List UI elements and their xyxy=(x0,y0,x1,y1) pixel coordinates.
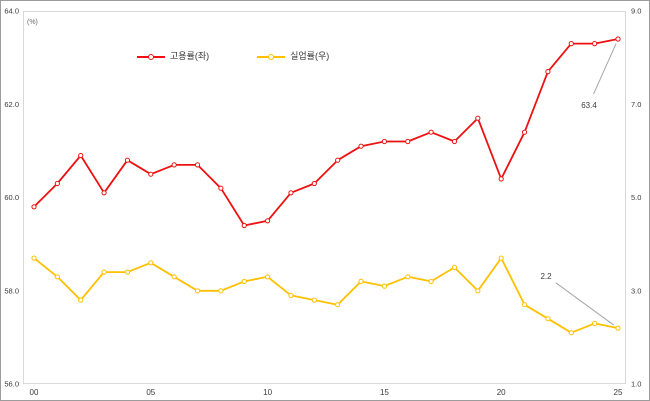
chart-legend: 고용률(좌) 실업률(우) xyxy=(137,52,329,61)
data-point-marker xyxy=(498,255,504,261)
right-axis-tick: 9.0 xyxy=(631,7,641,16)
x-axis-tick: 15 xyxy=(380,388,389,397)
left-axis-tick: 62.0 xyxy=(4,100,19,109)
data-point-marker xyxy=(568,41,574,47)
data-point-marker xyxy=(428,278,434,284)
data-point-marker xyxy=(381,283,387,289)
legend-dot-red xyxy=(148,53,154,60)
data-point-marker xyxy=(124,269,131,275)
data-point-marker xyxy=(451,138,458,145)
data-point-marker xyxy=(78,297,84,303)
data-point-marker xyxy=(148,171,154,177)
data-series xyxy=(31,36,621,336)
data-point-marker xyxy=(545,69,551,75)
annotation-value-label: 2.2 xyxy=(540,272,552,281)
x-axis-tick: 05 xyxy=(146,388,155,397)
left-axis-tick: 60.0 xyxy=(4,193,19,202)
data-point-marker xyxy=(311,180,317,187)
data-point-marker xyxy=(521,302,528,308)
x-axis-tick-labels: 00 05 10 15 20 25 xyxy=(30,388,623,397)
data-point-marker xyxy=(615,325,621,331)
data-point-marker xyxy=(335,157,341,163)
data-point-marker xyxy=(335,302,341,308)
data-point-marker xyxy=(405,274,411,280)
data-point-marker xyxy=(194,162,201,168)
left-axis-tick: 56.0 xyxy=(4,380,19,389)
data-point-marker xyxy=(568,330,574,336)
data-point-marker xyxy=(545,316,551,322)
series-line-1 xyxy=(33,257,619,334)
series-line-0 xyxy=(33,38,619,227)
data-point-marker xyxy=(265,274,271,280)
annotations: 63.4 2.2 xyxy=(540,43,617,326)
legend-label: 고용률(좌) xyxy=(170,51,210,61)
data-point-marker xyxy=(101,269,107,275)
data-point-marker xyxy=(194,288,201,294)
data-point-marker xyxy=(311,297,317,303)
x-axis-tick: 25 xyxy=(614,388,623,397)
data-point-marker xyxy=(31,204,37,210)
right-axis-tick: 3.0 xyxy=(631,286,641,295)
left-axis-tick-labels: 56.0 58.0 60.0 62.0 64.0 xyxy=(4,7,19,389)
x-axis-tick: 00 xyxy=(30,388,39,397)
data-point-marker xyxy=(358,278,364,284)
data-point-marker xyxy=(475,288,481,294)
data-point-marker xyxy=(241,222,247,229)
annotation-value-label: 63.4 xyxy=(581,101,597,110)
data-point-marker xyxy=(288,190,294,196)
data-point-marker xyxy=(521,129,528,135)
data-point-marker xyxy=(428,129,434,135)
legend-line-marker-red xyxy=(137,53,165,60)
data-point-marker xyxy=(171,274,177,280)
plot-area-border xyxy=(23,11,626,384)
left-axis-tick: 64.0 xyxy=(4,7,19,16)
right-axis-tick-labels: 1.0 3.0 5.0 7.0 9.0 xyxy=(631,7,641,389)
data-point-marker xyxy=(78,152,84,159)
data-point-marker xyxy=(475,115,481,121)
data-point-marker xyxy=(124,157,131,163)
data-point-marker xyxy=(615,36,621,42)
left-axis-tick: 58.0 xyxy=(4,286,19,295)
annotation-leader-line xyxy=(555,282,615,326)
legend-item-employment-rate: 고용률(좌) xyxy=(137,52,209,61)
right-axis-tick: 1.0 xyxy=(631,380,641,389)
data-point-marker xyxy=(218,288,224,294)
data-point-marker xyxy=(381,138,387,145)
data-point-marker xyxy=(592,41,598,47)
unit-label: (%) xyxy=(27,19,38,26)
legend-line-marker-yellow xyxy=(257,53,286,60)
annotation-leader-line xyxy=(593,43,617,95)
right-axis-tick: 7.0 xyxy=(631,100,641,109)
data-point-marker xyxy=(171,162,177,168)
data-point-marker xyxy=(54,180,60,187)
data-point-marker xyxy=(148,260,154,266)
data-point-marker xyxy=(451,264,458,270)
right-axis-tick: 5.0 xyxy=(631,193,641,202)
data-point-marker xyxy=(358,143,364,149)
legend-label: 실업률(우) xyxy=(290,51,330,61)
data-point-marker xyxy=(31,255,37,261)
data-point-marker xyxy=(405,138,411,145)
legend-dot-yellow xyxy=(268,53,275,60)
data-point-marker xyxy=(218,185,224,191)
data-point-marker xyxy=(54,274,60,280)
data-point-marker xyxy=(101,190,107,196)
legend-item-unemployment-rate: 실업률(우) xyxy=(257,52,329,61)
data-point-marker xyxy=(241,278,247,284)
x-axis-tick: 10 xyxy=(263,388,272,397)
data-point-marker xyxy=(265,218,271,224)
x-axis-tick: 20 xyxy=(497,388,506,397)
data-point-marker xyxy=(288,292,294,298)
data-point-marker xyxy=(498,176,504,182)
data-point-marker xyxy=(592,320,598,326)
